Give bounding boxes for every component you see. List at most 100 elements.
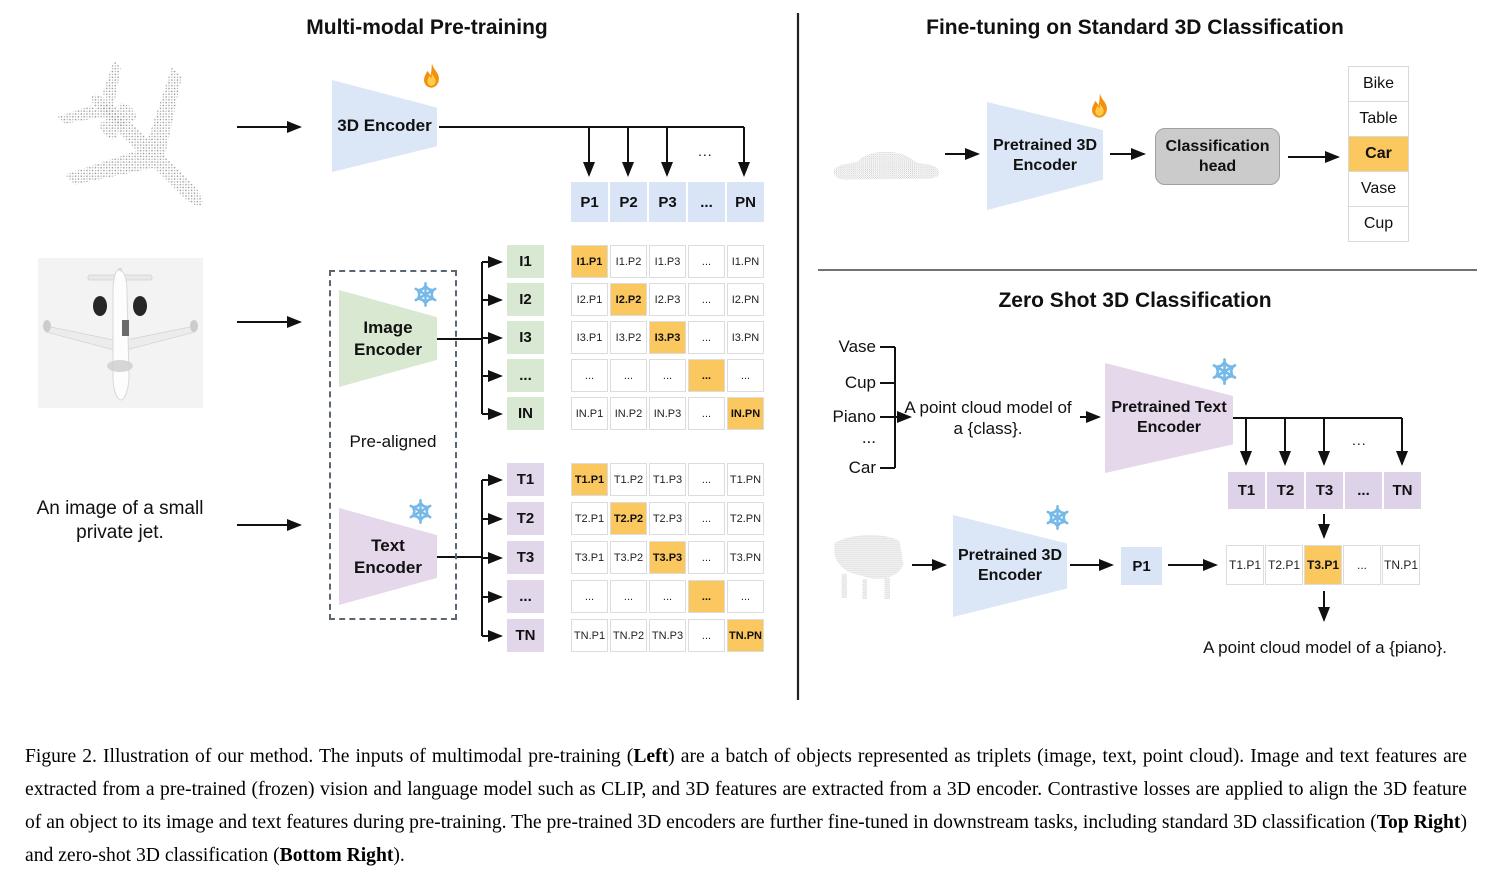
sim-cell: T2.P1	[1265, 545, 1303, 585]
matrix-cell: ...	[688, 541, 725, 574]
pretrained-text-encoder-label: Pretrained Text Encoder	[1111, 399, 1227, 436]
matrix-cell: ...	[727, 580, 764, 613]
matrix-cell: ...	[688, 245, 725, 278]
i-label: I1	[507, 245, 544, 278]
matrix-cell: TN.P2	[610, 619, 647, 652]
matrix-cell: ...	[688, 502, 725, 535]
caption-text: ) are a batch of objects represented as …	[25, 745, 1468, 833]
airplane-point-cloud	[57, 60, 203, 206]
zs-class-word: Cup	[844, 373, 876, 392]
matrix-cell: T3.P1	[571, 541, 608, 574]
zs-class-word: Vase	[838, 337, 877, 356]
class-cell: Cup	[1348, 206, 1409, 242]
encoder-3d-label: 3D Encoder	[337, 116, 432, 136]
t-label: T1	[507, 463, 544, 496]
text-input-caption: An image of a small private jet.	[36, 498, 204, 543]
classification-head-box: Classification head	[1155, 128, 1280, 185]
matrix-cell: I1.PN	[727, 245, 764, 278]
image-feature-labels: I1 I2 I3 ... IN	[507, 245, 544, 430]
matrix-cell: IN.PN	[727, 397, 764, 430]
caption-text: Figure 2. Illustration of our method. Th…	[25, 745, 634, 767]
p1-feature-box: P1	[1121, 547, 1162, 585]
matrix-cell: I3.P3	[649, 321, 686, 354]
matrix-cell: I2.P1	[571, 283, 608, 316]
p-cell: P1	[571, 182, 608, 222]
i-label: I3	[507, 321, 544, 354]
class-list: Bike Table Car Vase Cup	[1348, 66, 1409, 242]
ellipsis-label: ...	[698, 143, 713, 159]
matrix-cell: T3.P3	[649, 541, 686, 574]
matrix-cell: I1.P3	[649, 245, 686, 278]
i-label: ...	[507, 359, 544, 392]
matrix-cell: TN.P1	[571, 619, 608, 652]
matrix-cell: I3.PN	[727, 321, 764, 354]
matrix-cell: ...	[688, 321, 725, 354]
snowflake-icon	[1044, 505, 1071, 530]
caption-text-bold: Left	[633, 745, 669, 767]
image-encoder-label: Image Encoder	[353, 318, 423, 359]
caption-text: ).	[393, 844, 405, 866]
matrix-cell: T3.P2	[610, 541, 647, 574]
matrix-cell: ...	[688, 580, 725, 613]
snowflake-icon	[412, 282, 439, 307]
matrix-cell: T1.P3	[649, 463, 686, 496]
matrix-cell: I1.P1	[571, 245, 608, 278]
matrix-cell: IN.P2	[610, 397, 647, 430]
class-cell: Bike	[1348, 66, 1409, 102]
p-cell: P3	[649, 182, 686, 222]
matrix-cell: ...	[688, 283, 725, 316]
fire-icon	[424, 63, 439, 88]
t-cell: TN	[1384, 472, 1421, 509]
left-panel-title: Multi-modal Pre-training	[306, 16, 548, 39]
class-cell: Table	[1348, 101, 1409, 137]
figure-caption: Figure 2. Illustration of our method. Th…	[25, 740, 1467, 872]
image-point-similarity-matrix: I1.P1 I1.P2 I1.P3 ... I1.PN I2.P1 I2.P2 …	[571, 245, 764, 430]
piano-point-cloud	[834, 534, 904, 599]
matrix-cell: IN.P3	[649, 397, 686, 430]
sim-cell: T1.P1	[1226, 545, 1264, 585]
ellipsis-label: ...	[1352, 432, 1367, 448]
bottom-right-panel-title: Zero Shot 3D Classification	[998, 289, 1272, 312]
matrix-cell: I2.P2	[610, 283, 647, 316]
matrix-cell: I3.P2	[610, 321, 647, 354]
snowflake-icon	[1211, 358, 1238, 385]
sim-cell-matched: T3.P1	[1304, 545, 1342, 585]
t-label: ...	[507, 580, 544, 613]
pretrained-3d-encoder-label: Pretrained 3D Encoder	[957, 547, 1063, 584]
t-label: TN	[507, 619, 544, 652]
matrix-cell: I1.P2	[610, 245, 647, 278]
sim-cell: ...	[1343, 545, 1381, 585]
p-feature-row: P1 P2 P3 ... PN	[571, 182, 764, 222]
matrix-cell: ...	[610, 580, 647, 613]
caption-text: ) and zero-shot 3D classification (	[25, 811, 1467, 866]
t-label: T2	[507, 502, 544, 535]
pretrained-3d-encoder-label: Pretrained 3D Encoder	[992, 137, 1098, 174]
matrix-cell: ...	[688, 619, 725, 652]
matrix-cell: ...	[688, 359, 725, 392]
zs-similarity-row: T1.P1 T2.P1 T3.P1 ... TN.P1	[1226, 545, 1420, 585]
jet-photo	[38, 258, 203, 408]
p-cell: ...	[688, 182, 725, 222]
matrix-cell: T3.PN	[727, 541, 764, 574]
text-encoder-label: Text Encoder	[353, 536, 423, 577]
zs-class-word: Car	[848, 458, 876, 477]
t-cell: T2	[1267, 472, 1304, 509]
sim-cell: TN.P1	[1382, 545, 1420, 585]
zs-class-word: Piano	[832, 407, 876, 426]
i-label: I2	[507, 283, 544, 316]
zs-class-word: ...	[861, 428, 876, 447]
snowflake-icon	[407, 499, 434, 524]
matrix-cell: T1.PN	[727, 463, 764, 496]
fire-icon	[1092, 93, 1107, 118]
t-cell: T3	[1306, 472, 1343, 509]
caption-text-bold: Top Right	[1376, 811, 1461, 833]
matrix-cell: ...	[649, 580, 686, 613]
matrix-cell: ...	[688, 397, 725, 430]
matrix-cell: T2.P3	[649, 502, 686, 535]
t-cell: ...	[1345, 472, 1382, 509]
car-point-cloud	[833, 151, 940, 180]
matrix-cell: TN.P3	[649, 619, 686, 652]
matrix-cell: TN.PN	[727, 619, 764, 652]
matrix-cell: IN.P1	[571, 397, 608, 430]
